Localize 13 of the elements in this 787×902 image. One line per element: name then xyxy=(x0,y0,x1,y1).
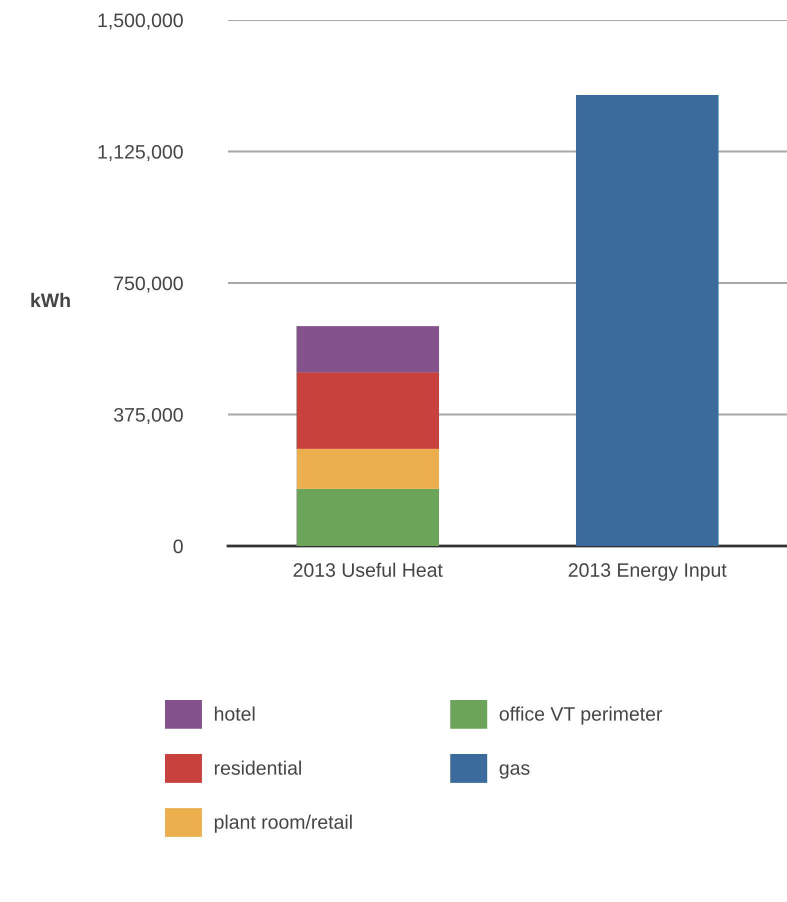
legend-label: residential xyxy=(214,760,301,775)
y-tick-label: 1,125,000 xyxy=(98,144,183,162)
y-tick-label: 375,000 xyxy=(114,408,183,424)
legend-label: plant room/retail xyxy=(214,814,352,833)
y-tick-label: 0 xyxy=(174,539,183,554)
x-tick-label: 2013 Useful Heat xyxy=(294,562,443,577)
legend-label: office VT perimeter xyxy=(500,706,662,725)
legend-label: hotel xyxy=(214,706,254,721)
y-tick-label: 1,500,000 xyxy=(98,13,183,30)
legend-label: gas xyxy=(500,764,530,779)
x-tick-label: 2013 Energy Input xyxy=(568,563,727,581)
y-axis-title: kWh xyxy=(31,292,70,308)
y-tick-label: 750,000 xyxy=(114,276,183,293)
